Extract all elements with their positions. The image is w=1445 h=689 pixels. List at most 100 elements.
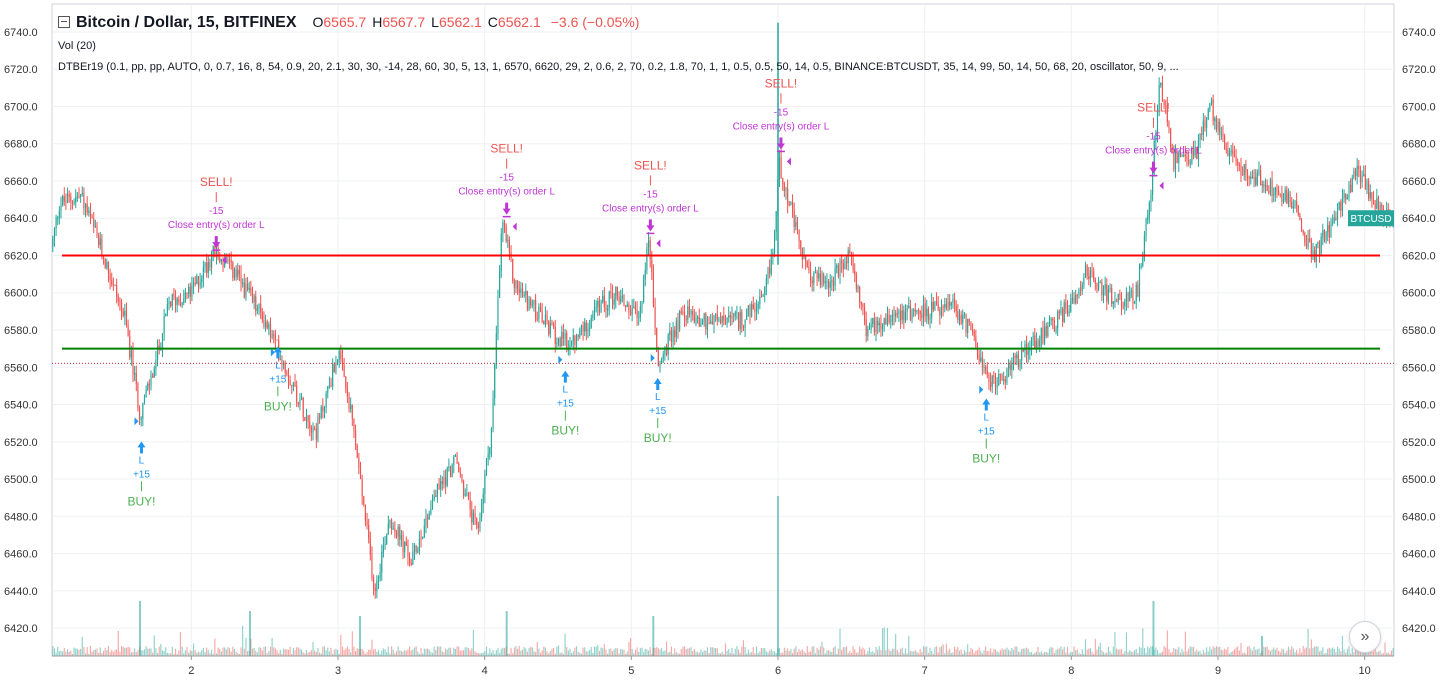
candle-body xyxy=(778,157,781,180)
volume-bar xyxy=(265,646,267,656)
volume-bar xyxy=(752,647,754,656)
candle-body xyxy=(474,512,476,519)
candle-body xyxy=(526,290,529,310)
candle-body xyxy=(1330,223,1332,238)
candle-body xyxy=(705,313,707,330)
candle-body xyxy=(1174,152,1177,170)
volume-bar xyxy=(857,652,859,656)
candle-body xyxy=(875,320,877,333)
volume-bar xyxy=(291,653,293,656)
candle-body xyxy=(569,344,571,350)
scroll-to-realtime-button[interactable]: » xyxy=(1349,621,1381,653)
candle-body xyxy=(369,538,371,555)
candle-body xyxy=(1155,133,1157,141)
volume-bar xyxy=(629,637,632,656)
volume-bar xyxy=(1246,646,1249,656)
candle-body xyxy=(129,335,131,358)
y-tick-label-left: 6640.0 xyxy=(4,213,38,225)
candle-body xyxy=(842,263,844,270)
candle-body xyxy=(405,541,407,546)
close-order-label: Close entry(s) order L xyxy=(458,187,555,198)
volume-indicator-label[interactable]: Vol (20) xyxy=(58,40,96,52)
candle-body xyxy=(1104,284,1106,290)
candle-body xyxy=(950,302,952,306)
candle-body xyxy=(636,310,638,318)
volume-bar xyxy=(798,649,800,656)
candle-body xyxy=(170,301,172,306)
volume-bar xyxy=(1191,647,1193,656)
candle-body xyxy=(960,314,962,324)
y-tick-label-right: 6420.0 xyxy=(1402,623,1436,635)
candle-body xyxy=(301,397,303,400)
volume-bar xyxy=(873,653,875,656)
candle-body xyxy=(729,315,731,319)
volume-bar xyxy=(1063,646,1065,656)
volume-bar xyxy=(965,651,967,656)
y-tick-label-left: 6560.0 xyxy=(4,362,38,374)
candle-body xyxy=(1315,243,1317,262)
volume-bar xyxy=(852,646,854,656)
volume-bar xyxy=(215,653,218,656)
volume-bar xyxy=(1291,646,1293,656)
volume-bar xyxy=(114,650,116,656)
volume-bar xyxy=(1333,648,1335,656)
candle-body xyxy=(335,362,337,372)
candle-body xyxy=(363,496,365,505)
volume-bar xyxy=(664,650,666,656)
candle-body xyxy=(1017,354,1019,367)
candle-body xyxy=(279,358,281,360)
collapse-legend-icon[interactable] xyxy=(58,16,70,28)
candle-body xyxy=(1323,230,1326,241)
volume-bar xyxy=(554,653,556,656)
buy-order-letter: L xyxy=(563,385,569,396)
volume-bar xyxy=(192,643,195,656)
volume-bar xyxy=(1173,647,1175,656)
volume-bar xyxy=(341,646,344,656)
candle-body xyxy=(1040,327,1042,340)
candle-body xyxy=(536,318,538,320)
volume-bar xyxy=(806,646,808,656)
candle-body xyxy=(862,303,864,308)
volume-bar xyxy=(962,653,964,656)
candle-body xyxy=(932,301,934,310)
candle-body xyxy=(796,221,799,230)
candle-body xyxy=(556,342,558,345)
entry-marker-icon xyxy=(558,355,563,364)
volume-bar xyxy=(489,648,491,656)
buy-order-letter: L xyxy=(275,360,281,371)
volume-bar xyxy=(93,650,95,656)
volume-bar xyxy=(898,652,900,656)
candle-body xyxy=(425,517,427,526)
volume-bar xyxy=(1112,646,1114,656)
candle-body xyxy=(446,467,448,486)
volume-bar xyxy=(651,653,653,656)
volume-bar xyxy=(345,648,347,656)
candle-body xyxy=(412,551,414,565)
strategy-indicator-label[interactable]: DTBEr19 (0.1, pp, pp, AUTO, 0, 0.7, 16, … xyxy=(58,61,1179,73)
candle-body xyxy=(1011,362,1013,370)
candle-body xyxy=(806,260,808,267)
candle-body xyxy=(377,578,380,581)
candle-body xyxy=(1125,292,1127,302)
candle-body xyxy=(567,349,569,351)
volume-bar xyxy=(96,648,98,656)
candle-body xyxy=(661,358,663,363)
volume-bar xyxy=(1310,639,1312,656)
candle-body xyxy=(839,260,841,277)
volume-bar xyxy=(533,651,535,656)
candle-body xyxy=(1309,238,1311,241)
candle-body xyxy=(373,577,375,589)
volume-bar xyxy=(224,647,226,656)
volume-bar xyxy=(202,647,204,656)
volume-bar xyxy=(400,651,402,656)
volume-bar xyxy=(1392,648,1394,656)
volume-bar xyxy=(78,649,80,656)
candle-body xyxy=(988,374,990,382)
candle-body xyxy=(605,307,607,311)
candle-body xyxy=(1170,127,1172,148)
volume-bar xyxy=(1194,651,1196,656)
candle-body xyxy=(441,481,443,484)
candle-body xyxy=(88,210,90,213)
